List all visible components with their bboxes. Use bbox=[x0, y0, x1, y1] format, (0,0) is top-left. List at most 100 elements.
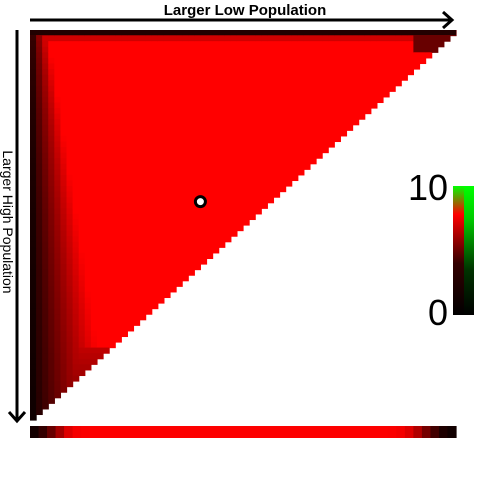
heatmap-cell bbox=[72, 308, 80, 315]
heatmap-cell bbox=[322, 74, 329, 81]
heatmap-cell bbox=[188, 186, 195, 193]
heatmap-cell bbox=[346, 85, 354, 92]
heatmap-cell bbox=[109, 247, 116, 254]
heatmap-cell bbox=[188, 147, 195, 154]
heatmap-cell bbox=[145, 135, 153, 143]
heatmap-cell bbox=[48, 141, 55, 148]
heatmap-cell bbox=[218, 202, 226, 209]
heatmap-cell bbox=[66, 174, 74, 182]
heatmap-cell bbox=[42, 403, 49, 410]
heatmap-cell bbox=[139, 241, 147, 248]
heatmap-cell bbox=[90, 152, 98, 159]
heatmap-cell bbox=[328, 63, 335, 70]
heatmap-cell bbox=[340, 80, 348, 87]
heatmap-cell bbox=[358, 80, 366, 87]
heatmap-cell bbox=[182, 135, 189, 143]
heatmap-cell bbox=[340, 41, 348, 48]
heatmap-cell bbox=[30, 63, 37, 70]
heatmap-cell bbox=[36, 208, 43, 215]
heatmap-cell bbox=[36, 252, 43, 260]
heatmap-cell bbox=[103, 291, 110, 299]
heatmap-cell bbox=[145, 108, 153, 115]
heatmap-cell bbox=[316, 35, 323, 42]
heatmap-cell bbox=[279, 41, 287, 48]
heatmap-cell bbox=[42, 135, 49, 143]
heatmap-cell bbox=[261, 69, 268, 76]
heatmap-cell bbox=[72, 163, 80, 170]
heatmap-cell bbox=[218, 147, 226, 154]
heatmap-cell bbox=[200, 174, 208, 182]
heatmap-cell bbox=[163, 236, 171, 243]
heatmap-cell bbox=[340, 85, 348, 92]
heatmap-cell bbox=[66, 41, 74, 48]
heatmap-cell bbox=[42, 46, 49, 53]
heatmap-cell bbox=[291, 113, 299, 120]
heatmap-cell bbox=[279, 158, 287, 165]
heatmap-cell bbox=[230, 169, 238, 176]
heatmap-cell bbox=[176, 46, 183, 53]
heatmap-cell bbox=[139, 303, 147, 310]
heatmap-cell bbox=[206, 225, 214, 232]
heatmap-cell bbox=[224, 169, 232, 176]
heatmap-cell bbox=[151, 35, 159, 42]
heatmap-cell bbox=[230, 147, 238, 154]
heatmap-cell bbox=[291, 57, 299, 65]
heatmap-cell bbox=[328, 135, 335, 143]
heatmap-cell bbox=[72, 280, 80, 287]
heatmap-cell bbox=[352, 35, 360, 42]
heatmap-cell bbox=[48, 325, 55, 332]
heatmap-cell bbox=[322, 130, 329, 137]
heatmap-cell bbox=[30, 319, 37, 326]
heatmap-cell bbox=[66, 369, 74, 377]
heatmap-cell bbox=[212, 208, 220, 215]
heatmap-cell bbox=[236, 163, 244, 170]
heatmap-cell bbox=[334, 74, 341, 81]
heatmap-cell bbox=[243, 147, 250, 154]
heatmap-cell bbox=[188, 236, 195, 243]
heatmap-cell bbox=[115, 269, 122, 276]
heatmap-cell bbox=[48, 158, 55, 165]
heatmap-cell bbox=[78, 85, 86, 92]
heatmap-cell bbox=[109, 74, 116, 81]
heatmap-cell bbox=[389, 85, 396, 92]
heatmap-cell bbox=[115, 225, 122, 232]
heatmap-cell bbox=[328, 102, 335, 109]
heatmap-cell bbox=[121, 275, 128, 282]
heatmap-cell bbox=[115, 275, 122, 282]
heatmap-cell bbox=[84, 119, 92, 126]
heatmap-cell bbox=[194, 141, 201, 148]
heatmap-cell bbox=[157, 275, 165, 282]
heatmap-cell bbox=[96, 35, 104, 42]
heatmap-cell bbox=[303, 63, 311, 70]
heatmap-cell bbox=[212, 147, 220, 154]
heatmap-cell bbox=[121, 186, 128, 193]
heatmap-cell bbox=[115, 197, 122, 204]
heatmap-cell bbox=[54, 308, 62, 315]
heatmap-cell bbox=[151, 197, 159, 204]
heatmap-cell bbox=[36, 108, 43, 115]
heatmap-cell bbox=[36, 91, 43, 98]
heatmap-cell bbox=[139, 297, 147, 304]
heatmap-cell bbox=[230, 202, 238, 209]
heatmap-cell bbox=[78, 280, 86, 287]
heatmap-cell bbox=[42, 219, 49, 226]
heatmap-cell bbox=[127, 241, 135, 248]
heatmap-cell bbox=[212, 197, 220, 204]
heatmap-cell bbox=[297, 141, 305, 148]
heatmap-cell bbox=[66, 252, 74, 260]
heatmap-cell bbox=[182, 35, 189, 42]
heatmap-cell bbox=[249, 130, 256, 137]
heatmap-cell bbox=[72, 174, 80, 182]
heatmap-cell bbox=[151, 241, 159, 248]
heatmap-cell bbox=[48, 219, 55, 226]
heatmap-cell bbox=[249, 191, 256, 198]
heatmap-cell bbox=[78, 264, 86, 271]
heatmap-cell bbox=[267, 108, 275, 115]
heatmap-cell bbox=[103, 336, 110, 343]
heatmap-cell bbox=[285, 102, 293, 109]
heatmap-cell bbox=[218, 219, 226, 226]
heatmap-cell bbox=[224, 108, 232, 115]
heatmap-cell bbox=[163, 230, 171, 237]
heatmap-cell bbox=[224, 46, 232, 53]
heatmap-cell bbox=[78, 63, 86, 70]
